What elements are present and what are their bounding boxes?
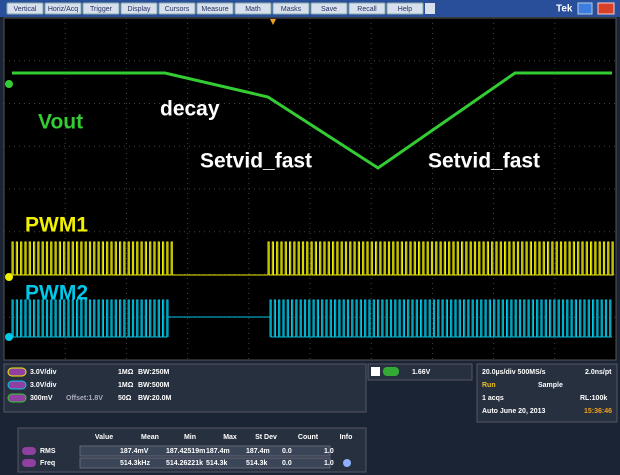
menu-label: Horiz/Acq: [48, 6, 78, 13]
menu-button[interactable]: [82, 2, 120, 15]
time: 15:36:46: [584, 408, 612, 415]
acquisition-panel: [476, 363, 618, 423]
channel-coupling: 50Ω: [118, 395, 132, 402]
menu-label: Recall: [357, 6, 377, 13]
channel-bandwidth: BW:20.0M: [138, 395, 171, 402]
acq-count: 1 acqs: [482, 395, 504, 402]
channel-marker: [5, 333, 13, 341]
close-button[interactable]: [597, 2, 615, 15]
channel-scale: 300mV: [30, 395, 53, 402]
menu-button[interactable]: [44, 2, 82, 15]
menu-label: Cursors: [165, 6, 190, 13]
menu-button[interactable]: [6, 2, 44, 15]
trigger-marker: [270, 19, 276, 25]
menu-button[interactable]: [120, 2, 158, 15]
resolution: 2.0ns/pt: [585, 369, 612, 376]
timebase: 20.0µs/div 500MS/s: [482, 369, 546, 376]
setvid-label: Setvid_fast: [200, 150, 312, 173]
menu-label: Save: [321, 6, 337, 13]
table-header: St Dev: [255, 434, 277, 441]
table-cell: 187.4m: [206, 448, 230, 455]
minimize-button[interactable]: [577, 2, 593, 15]
table-cell: 187.4m: [246, 448, 270, 455]
channel-panel: [3, 363, 367, 413]
table-cell: 1.0: [324, 448, 334, 455]
menu-label: Display: [128, 6, 151, 13]
channel-marker: [5, 80, 13, 88]
menu-label: Vertical: [14, 6, 37, 13]
vout-trace: [12, 71, 612, 170]
menu-button[interactable]: [234, 2, 272, 15]
channel-offset: Offset:1.8V: [66, 395, 103, 402]
table-cell: RMS: [40, 448, 56, 455]
table-cell: 514.3k: [206, 460, 228, 467]
menu-button[interactable]: [196, 2, 234, 15]
pwm2-flat-edges: [167, 317, 271, 337]
table-header: Mean: [141, 434, 159, 441]
table-cell: 514.3kHz: [120, 460, 150, 467]
measurement-badge: [22, 459, 36, 467]
menu-button[interactable]: [158, 2, 196, 15]
channel-coupling: 1MΩ: [118, 369, 134, 376]
table-cell: 0.0: [282, 460, 292, 467]
table-cell: 187.4mV: [120, 448, 149, 455]
channel-marker: [5, 273, 13, 281]
channel-bandwidth: BW:250M: [138, 369, 170, 376]
measurement-badge: [22, 447, 36, 455]
decay-label: decay: [160, 98, 220, 121]
channel-coupling: 1MΩ: [118, 382, 134, 389]
menu-button[interactable]: [348, 2, 386, 15]
menu-label: Trigger: [90, 6, 113, 13]
brand: Tek: [556, 4, 573, 15]
pwm2-label: PWM2: [25, 282, 88, 305]
acq-mode: Sample: [538, 382, 563, 389]
channel-scale: 3.0V/div: [30, 382, 57, 389]
trigger-icon: [371, 367, 380, 376]
table-cell: 514.3k: [246, 460, 268, 467]
table-header: Max: [223, 434, 237, 441]
menu-label: Math: [245, 6, 261, 13]
pwm1-trace: [11, 241, 614, 276]
menu-label: Help: [398, 6, 413, 13]
trigger-level: 1.66V: [412, 369, 431, 376]
table-header: Count: [298, 434, 319, 441]
channel-badge: [7, 367, 27, 377]
menu-label: Masks: [281, 6, 302, 13]
record-length: RL:100k: [580, 395, 607, 402]
table-cell: 0.0: [282, 448, 292, 455]
date: Auto June 20, 2013: [482, 408, 546, 415]
row-background: [79, 457, 331, 469]
menu-dropdown[interactable]: [425, 3, 435, 14]
table-cell: 514.26221k: [166, 460, 203, 467]
table-cell: 1.0: [324, 460, 334, 467]
setvid-label: Setvid_fast: [428, 150, 540, 173]
pwm2-trace: [11, 299, 612, 338]
table-header: Value: [95, 434, 113, 441]
menu-label: Measure: [201, 6, 228, 13]
table-cell: 187.42519m: [166, 448, 205, 455]
channel-badge: [7, 380, 27, 390]
channel-badge: [7, 393, 27, 403]
vout-label: Vout: [38, 111, 83, 134]
trigger-source: [383, 367, 399, 376]
menu-button[interactable]: [272, 2, 310, 15]
pwm1-label: PWM1: [25, 214, 88, 237]
table-header: Info: [340, 434, 353, 441]
info-icon[interactable]: [343, 459, 351, 467]
channel-scale: 3.0V/div: [30, 369, 57, 376]
run-state: Run: [482, 382, 496, 389]
table-cell: Freq: [40, 460, 55, 467]
menu-button[interactable]: [310, 2, 348, 15]
menu-button[interactable]: [386, 2, 424, 15]
row-background: [79, 445, 331, 457]
table-header: Min: [184, 434, 196, 441]
channel-bandwidth: BW:500M: [138, 382, 170, 389]
